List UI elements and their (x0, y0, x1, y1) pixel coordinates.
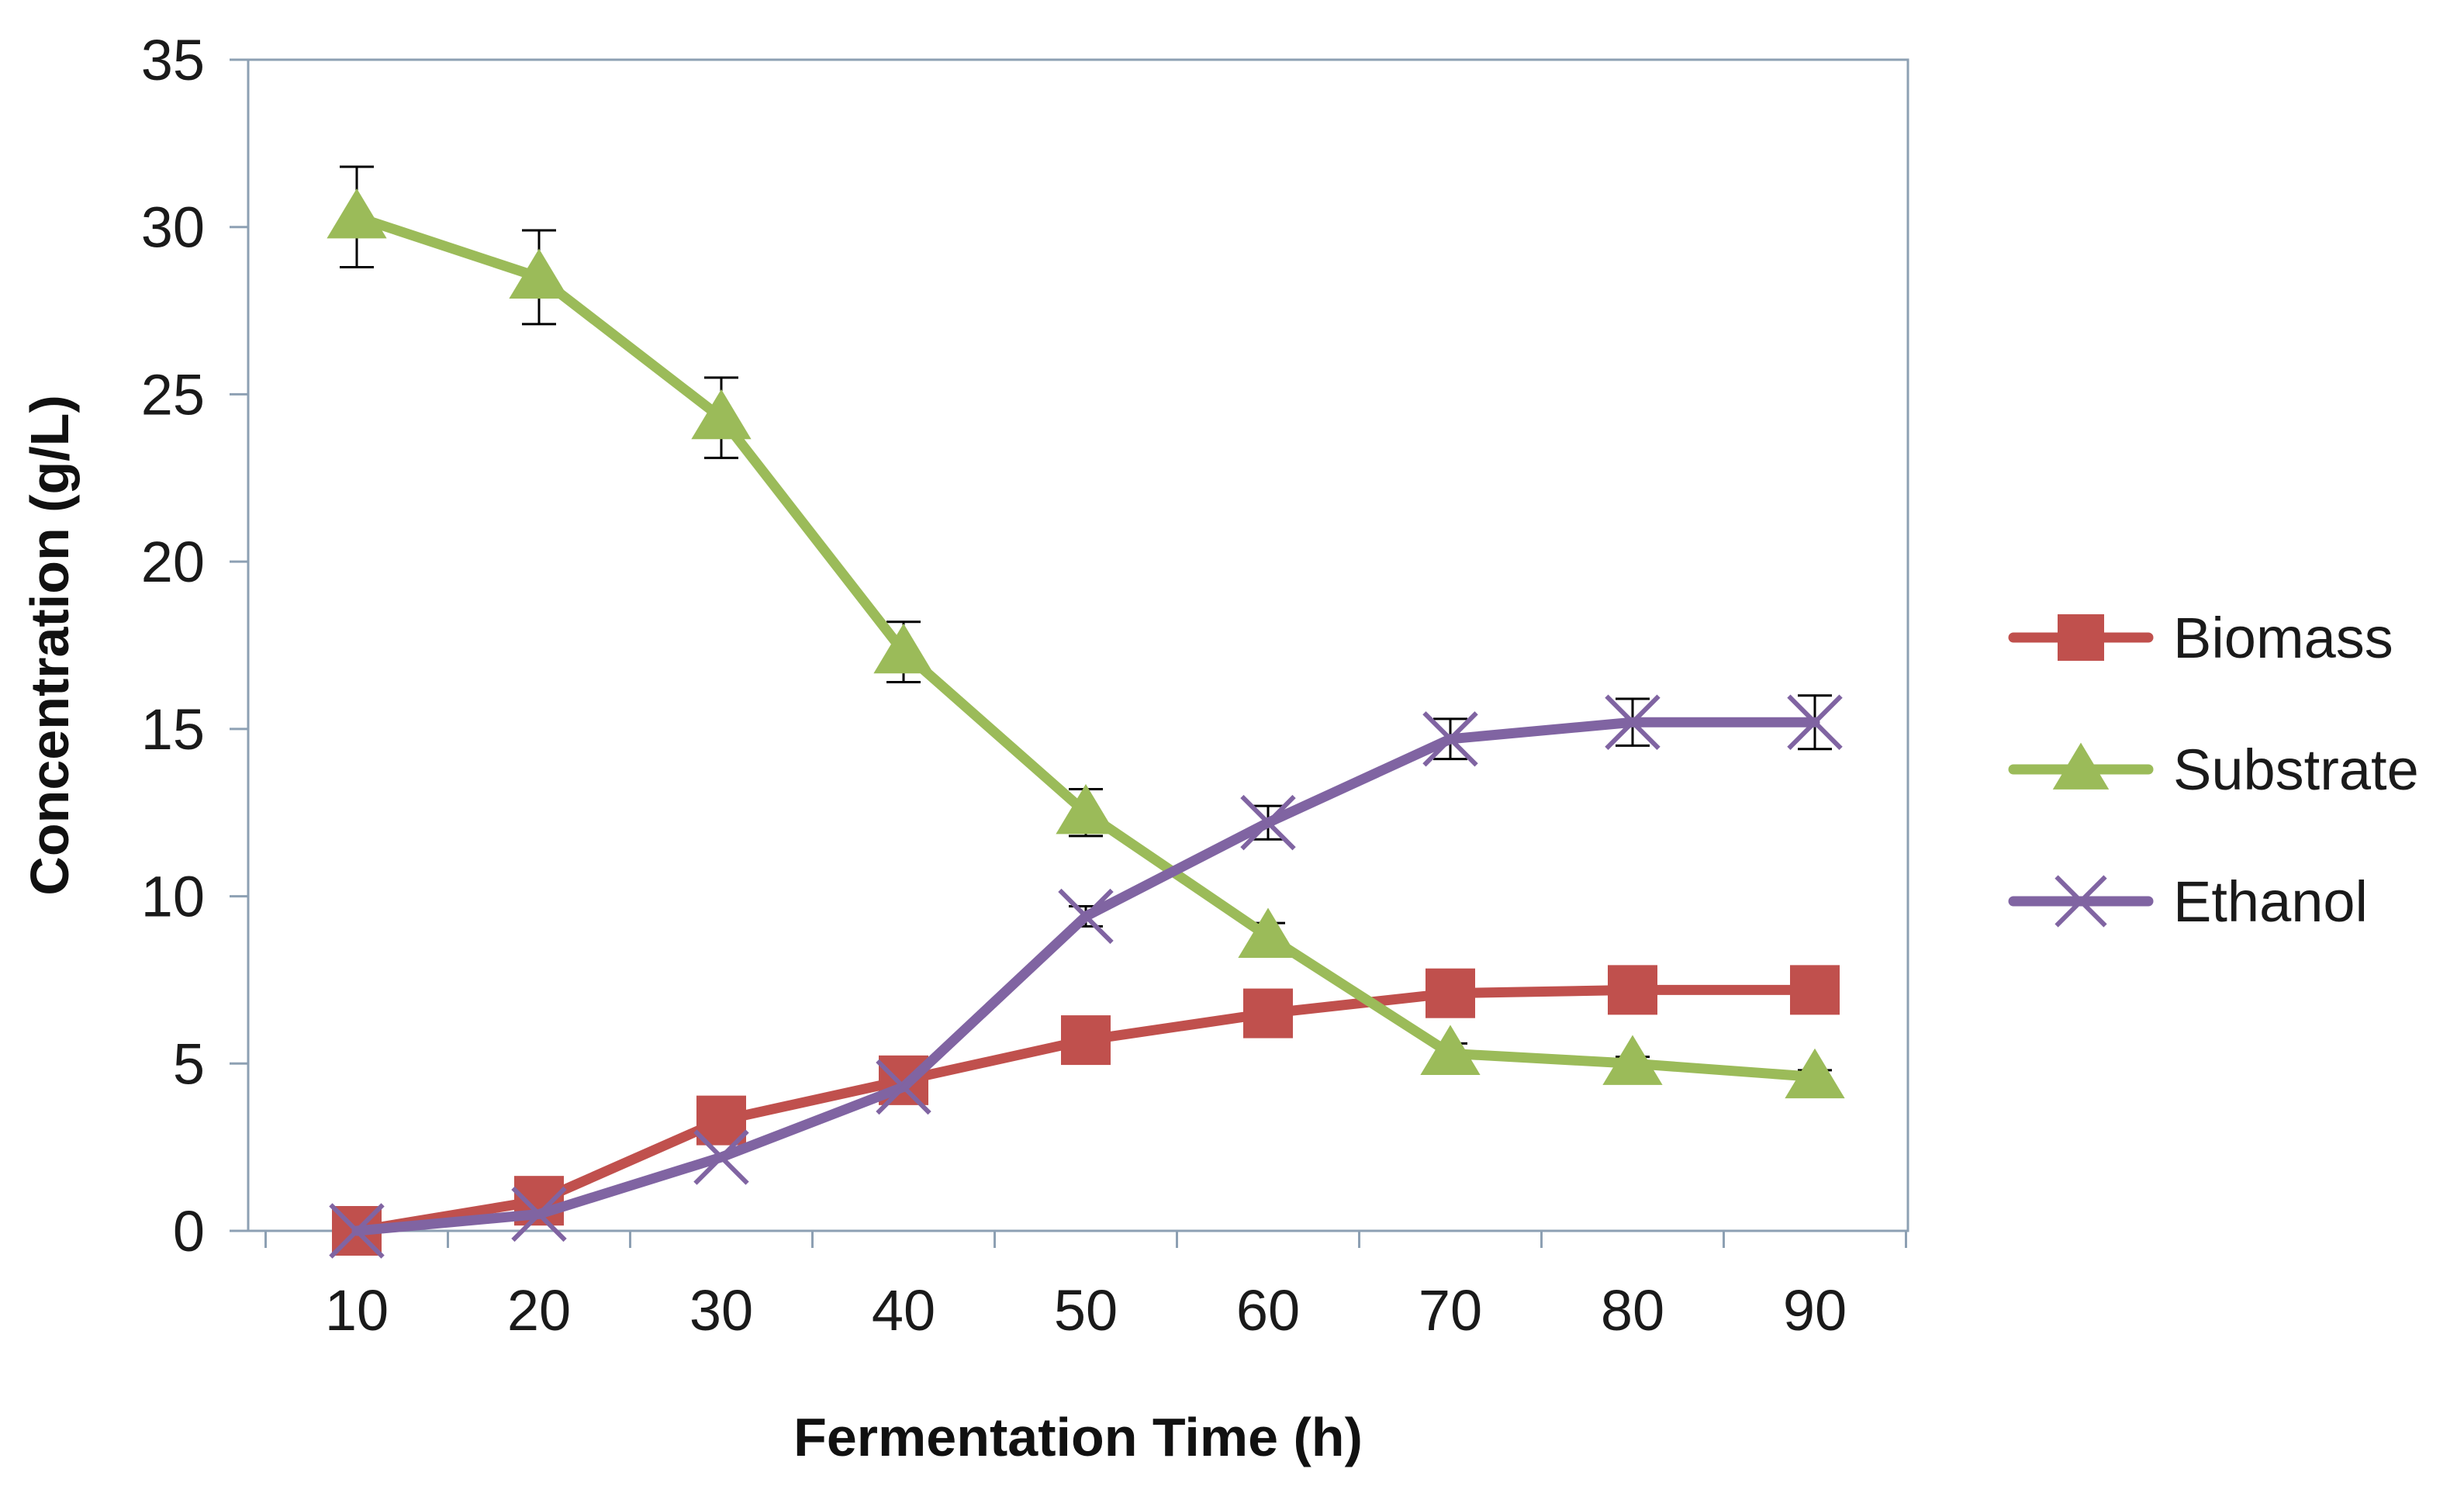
y-tick-label: 15 (141, 697, 205, 762)
x-tick-label: 20 (507, 1278, 571, 1343)
ethanol-point-stroke-b (1240, 794, 1296, 851)
ethanol-point-stroke-b (329, 1203, 385, 1259)
substrate-point (1602, 1035, 1663, 1085)
ethanol-point-stroke-b (511, 1186, 567, 1242)
legend: Biomass Substrate Ethanol (2008, 606, 2419, 934)
ethanol-point (511, 1186, 567, 1242)
ethanol-point (1240, 794, 1296, 851)
y-axis: 0 5 10 15 20 25 30 35 (141, 28, 248, 1263)
substrate-point (509, 248, 569, 299)
ethanol-point-stroke-b (1605, 694, 1661, 750)
y-tick-label: 35 (141, 28, 205, 92)
substrate-point (1238, 907, 1298, 958)
x-tick-label: 10 (325, 1278, 389, 1343)
y-tick-label: 5 (173, 1032, 205, 1096)
legend-item-substrate: Substrate (2008, 738, 2419, 802)
y-axis-title: Concentration (g/L) (19, 395, 80, 895)
legend-item-ethanol: Ethanol (2008, 869, 2368, 934)
legend-swatch-marker (2054, 875, 2107, 928)
substrate-point (873, 623, 934, 674)
x-tick-label: 30 (689, 1278, 753, 1343)
ethanol-point (1605, 694, 1661, 750)
x-axis: 10 20 30 40 50 60 70 80 90 (264, 1231, 1907, 1343)
y-tick-label: 25 (141, 362, 205, 427)
substrate-point (1420, 1025, 1481, 1075)
y-tick-label: 10 (141, 865, 205, 929)
biomass-point (1790, 965, 1840, 1015)
legend-swatch-marker (2058, 614, 2104, 661)
series-ethanol (329, 694, 1843, 1259)
biomass-point (1608, 965, 1657, 1015)
legend-item-biomass: Biomass (2008, 606, 2393, 670)
legend-label: Ethanol (2173, 869, 2368, 934)
x-tick-label: 60 (1236, 1278, 1300, 1343)
y-tick-label: 30 (141, 195, 205, 260)
substrate-point (1785, 1048, 1845, 1099)
ethanol-point-stroke-b (1058, 888, 1114, 945)
biomass-point (1061, 1015, 1111, 1066)
substrate-point (1056, 783, 1116, 835)
ethanol-point (1787, 694, 1843, 750)
x-tick-label: 40 (872, 1278, 935, 1343)
ethanol-point (1058, 888, 1114, 945)
series-layer (327, 165, 1845, 1259)
y-tick-label: 20 (141, 530, 205, 594)
substrate-point (327, 188, 387, 239)
substrate-point (691, 389, 752, 440)
series-substrate (327, 165, 1845, 1099)
ethanol-point (693, 1129, 749, 1185)
legend-label: Biomass (2173, 606, 2393, 670)
ethanol-point-stroke-b (1422, 711, 1478, 767)
ethanol-point (1422, 711, 1478, 767)
x-tick-label: 80 (1601, 1278, 1664, 1343)
ethanol-point (329, 1203, 385, 1259)
ethanol-point-stroke-b (876, 1059, 931, 1115)
biomass-point (1426, 968, 1475, 1018)
ethanol-point-stroke-b (693, 1129, 749, 1185)
biomass-point (1243, 988, 1293, 1039)
legend-swatch-marker-stroke-b (2054, 875, 2107, 928)
x-tick-label: 70 (1419, 1278, 1482, 1343)
legend-swatch-marker (2052, 742, 2110, 790)
x-tick-label: 50 (1054, 1278, 1118, 1343)
x-axis-title: Fermentation Time (h) (793, 1407, 1363, 1467)
ethanol-point-stroke-b (1787, 694, 1843, 750)
y-tick-label: 0 (173, 1199, 205, 1263)
ethanol-point (876, 1059, 931, 1115)
x-tick-label: 90 (1783, 1278, 1847, 1343)
legend-label: Substrate (2173, 738, 2419, 802)
biomass-point (696, 1095, 746, 1146)
